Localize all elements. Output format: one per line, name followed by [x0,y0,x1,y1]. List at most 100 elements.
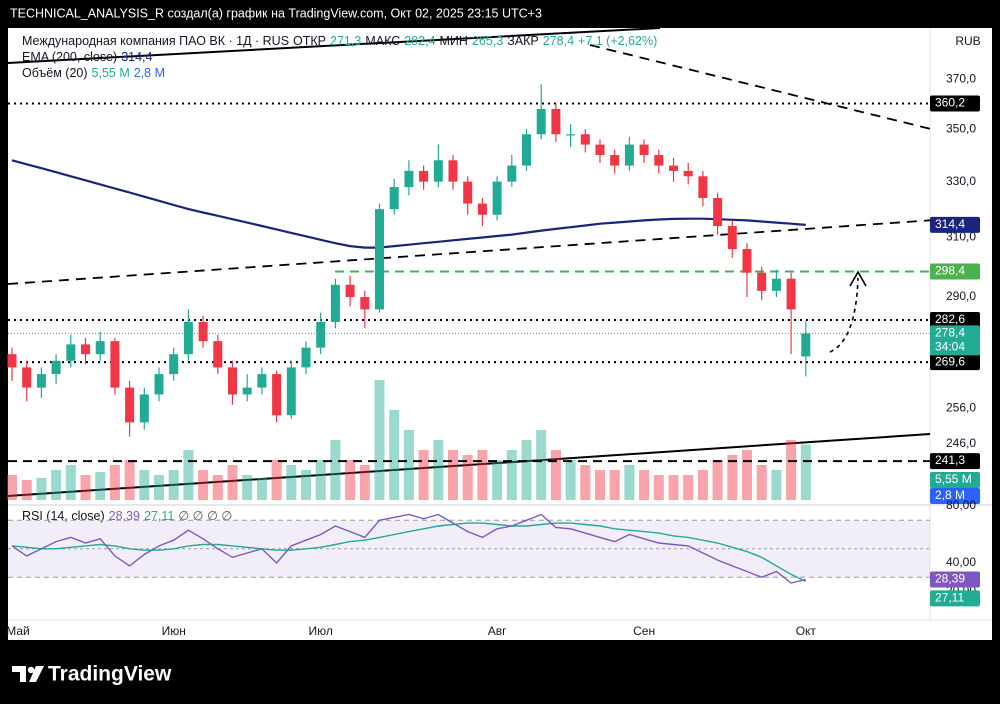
level-tag-label: 269,6 [935,354,965,368]
candle-body [757,272,767,291]
ohlc-key: МИН [440,34,468,48]
candle-body [492,181,502,215]
rsi-tag: 28,39 [930,571,980,588]
candle-body [183,321,193,355]
volume-bar [7,475,17,500]
level-tag-bg [930,263,980,280]
logo-mark [29,666,44,682]
volume-bar [609,470,620,500]
volume-bar [124,460,135,500]
trend-line [589,44,936,131]
y-tick-label: 290,0 [946,289,976,303]
candle-body [257,374,267,388]
candle-body [169,354,179,375]
x-tick-label: Авг [488,624,507,638]
candle-body [786,278,796,310]
volume-value: 5,55 M [92,66,130,80]
volume-bar [668,475,679,500]
price-tag-bg [930,325,980,356]
ema-tag-bg [930,216,980,233]
volume-bar [742,450,752,500]
candle-body [81,344,90,355]
rsi-line [11,513,806,584]
candle-body [801,333,811,357]
volume-bar [727,455,738,500]
trend-line [7,433,931,497]
volume-bar [697,470,708,500]
currency: RUB [955,34,980,48]
rsi-tick-label: 40,00 [946,555,976,569]
candle-body [36,374,46,388]
candle-body [433,160,443,182]
volume-bar [65,465,76,500]
candle-body [683,170,693,177]
volume-bar [595,470,605,500]
candle-body [566,134,576,136]
volume-bar [521,440,532,500]
symbol-title: Международная компания ПАО ВК · 1Д · RUS [22,34,289,48]
candle-body [477,203,487,215]
price-tag-label: 278,4 [935,326,965,340]
volume-bar [683,475,694,500]
volume-ma-tag-label: 2,8 M [935,488,965,502]
volume-bar [80,475,91,500]
price-tag-timer: 34:04 [935,340,965,354]
volume-bar [36,478,47,500]
volume-bar [536,430,547,500]
candle-body [522,134,531,166]
y-tick-label: 310,0 [946,230,976,244]
level-tag: 241,3 [930,453,980,470]
candle-body [51,360,61,375]
trend-line [7,219,936,285]
rsi-signal-tag-bg [930,590,980,607]
volume-bar [712,460,723,500]
ohlc-key: ОТКР [293,34,326,48]
candle-body [713,198,723,227]
y-tick-label: 350,0 [946,121,976,135]
level-tag-bg [930,95,980,112]
volume-bar [242,475,253,500]
volume-bar [389,410,400,500]
candle-body [198,321,208,342]
volume-bar [580,465,591,500]
volume-bar [403,430,414,500]
candle-body [228,367,237,395]
projection-arrow [829,277,859,353]
ema-name: EMA (200, close) [22,50,117,64]
candle-body [272,374,282,416]
candle-body [95,341,105,355]
volume-bar [359,465,370,500]
candle-body [463,181,473,204]
x-tick-label: Июн [162,624,186,638]
legend-row: EMA (200, close) 314,4 [22,50,153,64]
candle-body [551,108,561,135]
volume-bar [565,460,576,500]
candle-body [125,387,135,423]
ema-tag: 314,4 [930,216,980,233]
volume-bar [330,440,341,500]
x-tick-label: Сен [633,624,655,638]
arrow-head [849,270,867,287]
rsi-tag-bg [930,571,980,588]
legend-row: Объём (20) 5,55 M 2,8 M [22,66,165,80]
volume-bar [139,470,150,500]
volume-bar [462,455,473,500]
x-tick-label: Июл [309,624,333,638]
candle-body [404,170,414,188]
candle-body [624,144,634,166]
ema-tag-label: 314,4 [935,217,965,231]
candle-body [610,155,620,166]
volume-bar [271,460,282,500]
candle-body [742,249,752,273]
y-tick-label: 256,0 [946,400,976,414]
volume-tag-label: 5,55 M [935,472,972,486]
candle-body [154,374,164,395]
rsi-tick-label: 80,00 [946,498,976,512]
volume-bar [95,472,106,500]
volume-bar [756,465,767,500]
candle-body [389,187,399,210]
change-value: +7,1 (+2,62%) [578,34,657,48]
ohlc-value: 278,4 [543,34,574,48]
volume-bar [21,480,32,500]
